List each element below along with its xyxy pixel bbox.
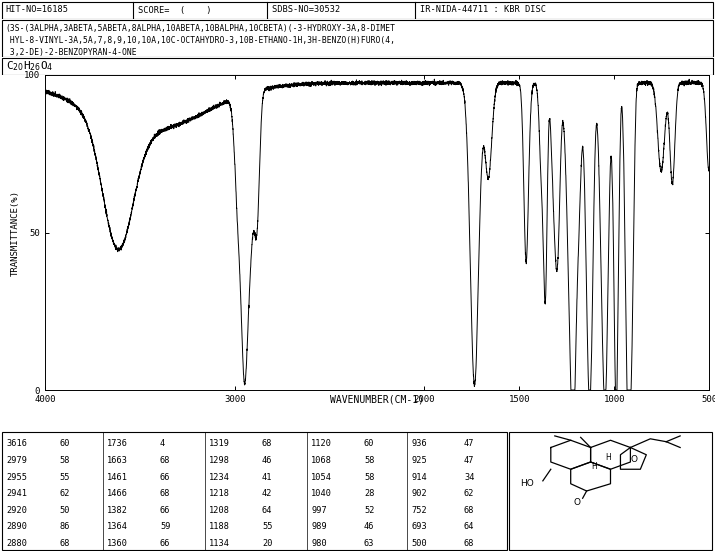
Text: 902: 902: [411, 489, 427, 498]
Text: 4: 4: [160, 440, 165, 448]
Text: 68: 68: [464, 506, 475, 515]
Text: 66: 66: [160, 506, 170, 515]
Text: 1218: 1218: [209, 489, 230, 498]
Text: 46: 46: [364, 522, 375, 531]
Text: IR-NIDA-44711 : KBR DISC: IR-NIDA-44711 : KBR DISC: [420, 6, 546, 14]
Text: 2941: 2941: [6, 489, 27, 498]
Text: H: H: [606, 453, 611, 462]
Text: 66: 66: [160, 473, 170, 482]
Text: 52: 52: [364, 506, 375, 515]
Bar: [2, 432, 507, 550]
Text: 47: 47: [464, 456, 475, 465]
Text: 1040: 1040: [311, 489, 332, 498]
Text: 55: 55: [59, 473, 69, 482]
Text: H: H: [592, 462, 598, 471]
Text: 1461: 1461: [107, 473, 128, 482]
Text: 66: 66: [160, 539, 170, 548]
Text: 1054: 1054: [311, 473, 332, 482]
Text: 68: 68: [160, 456, 170, 465]
Text: 58: 58: [59, 456, 69, 465]
Text: 1208: 1208: [209, 506, 230, 515]
Text: 1319: 1319: [209, 440, 230, 448]
Text: 1134: 1134: [209, 539, 230, 548]
Text: TRANSMITTANCE(%): TRANSMITTANCE(%): [11, 190, 20, 275]
Text: 1466: 1466: [107, 489, 128, 498]
Text: 925: 925: [411, 456, 427, 465]
Text: 1188: 1188: [209, 522, 230, 531]
Text: 1360: 1360: [107, 539, 128, 548]
Text: 50: 50: [59, 506, 69, 515]
Text: 68: 68: [262, 440, 272, 448]
Text: 1298: 1298: [209, 456, 230, 465]
Text: 1736: 1736: [107, 440, 128, 448]
Text: SDBS-NO=30532: SDBS-NO=30532: [272, 6, 361, 14]
Text: 989: 989: [311, 522, 327, 531]
Text: 41: 41: [262, 473, 272, 482]
Text: 1364: 1364: [107, 522, 128, 531]
Text: 1234: 1234: [209, 473, 230, 482]
Text: 2890: 2890: [6, 522, 27, 531]
Text: 1068: 1068: [311, 456, 332, 465]
Text: 68: 68: [464, 539, 475, 548]
Text: 59: 59: [160, 522, 170, 531]
Text: 2920: 2920: [6, 506, 27, 515]
Text: 62: 62: [464, 489, 475, 498]
Text: 3,2-DE)-2-BENZOPYRAN-4-ONE: 3,2-DE)-2-BENZOPYRAN-4-ONE: [5, 48, 137, 56]
Text: 936: 936: [411, 440, 427, 448]
Text: 68: 68: [160, 489, 170, 498]
Text: 64: 64: [464, 522, 475, 531]
Text: 20: 20: [262, 539, 272, 548]
Text: 752: 752: [411, 506, 427, 515]
Text: 2955: 2955: [6, 473, 27, 482]
Text: 58: 58: [364, 473, 375, 482]
Text: SCORE=  (    ): SCORE= ( ): [138, 6, 212, 14]
Bar: [509, 432, 712, 550]
Text: 28: 28: [364, 489, 375, 498]
Text: 46: 46: [262, 456, 272, 465]
Text: 60: 60: [59, 440, 69, 448]
Text: 34: 34: [464, 473, 475, 482]
Text: 60: 60: [364, 440, 375, 448]
Text: 47: 47: [464, 440, 475, 448]
Text: 68: 68: [59, 539, 69, 548]
Text: 500: 500: [411, 539, 427, 548]
Text: O: O: [631, 455, 638, 463]
Text: 55: 55: [262, 522, 272, 531]
Text: 997: 997: [311, 506, 327, 515]
Text: 58: 58: [364, 456, 375, 465]
Text: 64: 64: [262, 506, 272, 515]
Text: 63: 63: [364, 539, 375, 548]
Text: 1663: 1663: [107, 456, 128, 465]
Text: C$_{20}$H$_{26}$O$_{4}$: C$_{20}$H$_{26}$O$_{4}$: [6, 59, 54, 73]
Text: 3616: 3616: [6, 440, 27, 448]
Text: 1120: 1120: [311, 440, 332, 448]
Text: HO: HO: [520, 479, 534, 488]
Text: 62: 62: [59, 489, 69, 498]
Text: 980: 980: [311, 539, 327, 548]
Text: O: O: [573, 498, 580, 507]
Text: WAVENUMBER(CM-1): WAVENUMBER(CM-1): [330, 395, 424, 405]
Text: 86: 86: [59, 522, 69, 531]
Text: 2880: 2880: [6, 539, 27, 548]
Text: 914: 914: [411, 473, 427, 482]
Text: HYL-8-VINYL-3A,5A,7,8,9,10,10A,10C-OCTAHYDRO-3,10B-ETHANO-1H,3H-BENZO(H)FURO(4,: HYL-8-VINYL-3A,5A,7,8,9,10,10A,10C-OCTAH…: [5, 36, 395, 45]
Text: 42: 42: [262, 489, 272, 498]
Text: 693: 693: [411, 522, 427, 531]
Text: 1382: 1382: [107, 506, 128, 515]
Text: HIT-NO=16185: HIT-NO=16185: [5, 6, 68, 14]
Text: (3S-(3ALPHA,3ABETA,5ABETA,8ALPHA,10ABETA,10BALPHA,10CBETA)(-3-HYDROXY-3A,8-DIMET: (3S-(3ALPHA,3ABETA,5ABETA,8ALPHA,10ABETA…: [5, 24, 395, 34]
Text: 2979: 2979: [6, 456, 27, 465]
